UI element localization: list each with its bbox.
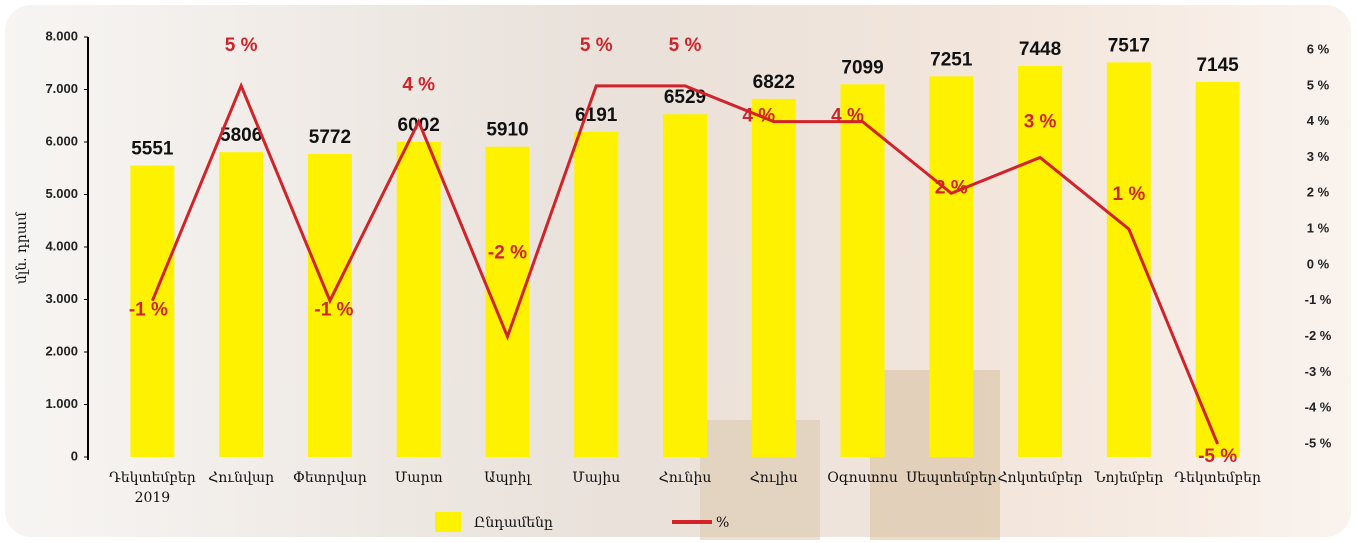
y2-tick-label: 1 %	[1307, 221, 1330, 236]
y-tick-label: 1.000	[45, 396, 78, 411]
line-value-label: 4 %	[402, 75, 435, 96]
y-tick-label: 3.000	[45, 291, 78, 306]
x-tick-label: Դեկտեմբեր	[1174, 470, 1261, 486]
y2-tick-label: -2 %	[1305, 328, 1332, 343]
line	[150, 81, 1220, 445]
line-value-label: -2 %	[488, 243, 527, 264]
bar	[751, 98, 796, 457]
x-tick-label: Մայիս	[572, 470, 620, 486]
y2-tick-label: -5 %	[1305, 435, 1332, 450]
line-value-label: 1 %	[1112, 184, 1145, 205]
line-value-label: 4 %	[742, 106, 775, 127]
x-tick-label: Օգոստոս	[827, 470, 898, 486]
bar-value-label: 5772	[309, 127, 351, 148]
bar	[307, 153, 352, 457]
bar	[396, 141, 441, 457]
bar-value-label: 5551	[131, 139, 174, 160]
bar-value-label: 6822	[753, 72, 795, 93]
x-tick-label: Հուլիս	[750, 470, 798, 486]
line-value-label: 5 %	[669, 35, 702, 56]
y-tick-label: 6.000	[45, 133, 78, 148]
line-value-label: 4 %	[831, 106, 864, 127]
line-value-label: -1 %	[129, 300, 168, 321]
bar	[1018, 65, 1063, 457]
bar-value-label: 7251	[930, 49, 973, 70]
bar	[574, 131, 619, 457]
x-tick-label: Մարտ	[395, 470, 443, 486]
line-value-label: 5 %	[225, 35, 258, 56]
y2-tick-label: 0 %	[1307, 256, 1330, 271]
bar-value-label: 7145	[1196, 55, 1239, 76]
y-tick-label: 8.000	[45, 28, 78, 43]
y2-tick-label: 3 %	[1307, 149, 1330, 164]
line-value-label: 2 %	[935, 177, 968, 198]
bar	[840, 84, 885, 458]
bar-value-label: 7099	[841, 57, 883, 78]
y2-tick-label: 6 %	[1307, 41, 1330, 56]
bar-value-label: 7448	[1019, 39, 1061, 60]
bar	[219, 152, 264, 457]
y-tick-label: 5.000	[45, 186, 78, 201]
legend-swatch	[435, 512, 461, 532]
y2-tick-label: -3 %	[1305, 364, 1332, 379]
x-tick-label: Դեկտեմբեր 2019	[109, 470, 196, 506]
bar	[1195, 81, 1240, 457]
y2-tick-label: 4 %	[1307, 113, 1330, 128]
x-tick-label: Նոյեմբեր	[1093, 470, 1163, 486]
bar-value-label: 6191	[575, 105, 618, 126]
line-value-label: -1 %	[314, 300, 353, 321]
y-tick-label: 7.000	[45, 81, 78, 96]
legend-label: Ընդամենը	[474, 515, 553, 531]
bar	[929, 76, 974, 457]
y-tick-label: 0	[71, 448, 78, 463]
x-tick-label: Սեպտեմբեր	[906, 470, 996, 486]
y2-tick-label: 2 %	[1307, 185, 1330, 200]
y-tick-label: 2.000	[45, 343, 78, 358]
y2-tick-label: -4 %	[1305, 400, 1332, 415]
y2-tick-label: -1 %	[1305, 292, 1332, 307]
line-value-label: 5 %	[580, 35, 613, 56]
x-tick-label: Փետրվար	[293, 470, 367, 486]
bar	[130, 165, 175, 457]
y-tick-label: 4.000	[45, 238, 78, 253]
bar-value-label: 5806	[220, 125, 262, 146]
line-value-label: 3 %	[1024, 111, 1057, 132]
x-tick-label: Ապրիլ	[484, 470, 532, 486]
bar-value-label: 7517	[1108, 35, 1150, 56]
bar-value-label: 5910	[486, 120, 528, 141]
line-value-label: -5 %	[1198, 446, 1237, 467]
bar	[1106, 62, 1151, 458]
bar	[663, 114, 707, 457]
x-tick-label: Հոկտեմբեր	[997, 470, 1082, 486]
y2-tick-label: 5 %	[1307, 77, 1330, 92]
legend-label: %	[716, 515, 729, 531]
x-tick-label: Հունիս	[659, 470, 712, 486]
bar-value-label: 6529	[664, 87, 706, 108]
x-tick-label: Հունվար	[208, 470, 274, 486]
y-axis-title: մլն. դրամ	[14, 211, 30, 284]
